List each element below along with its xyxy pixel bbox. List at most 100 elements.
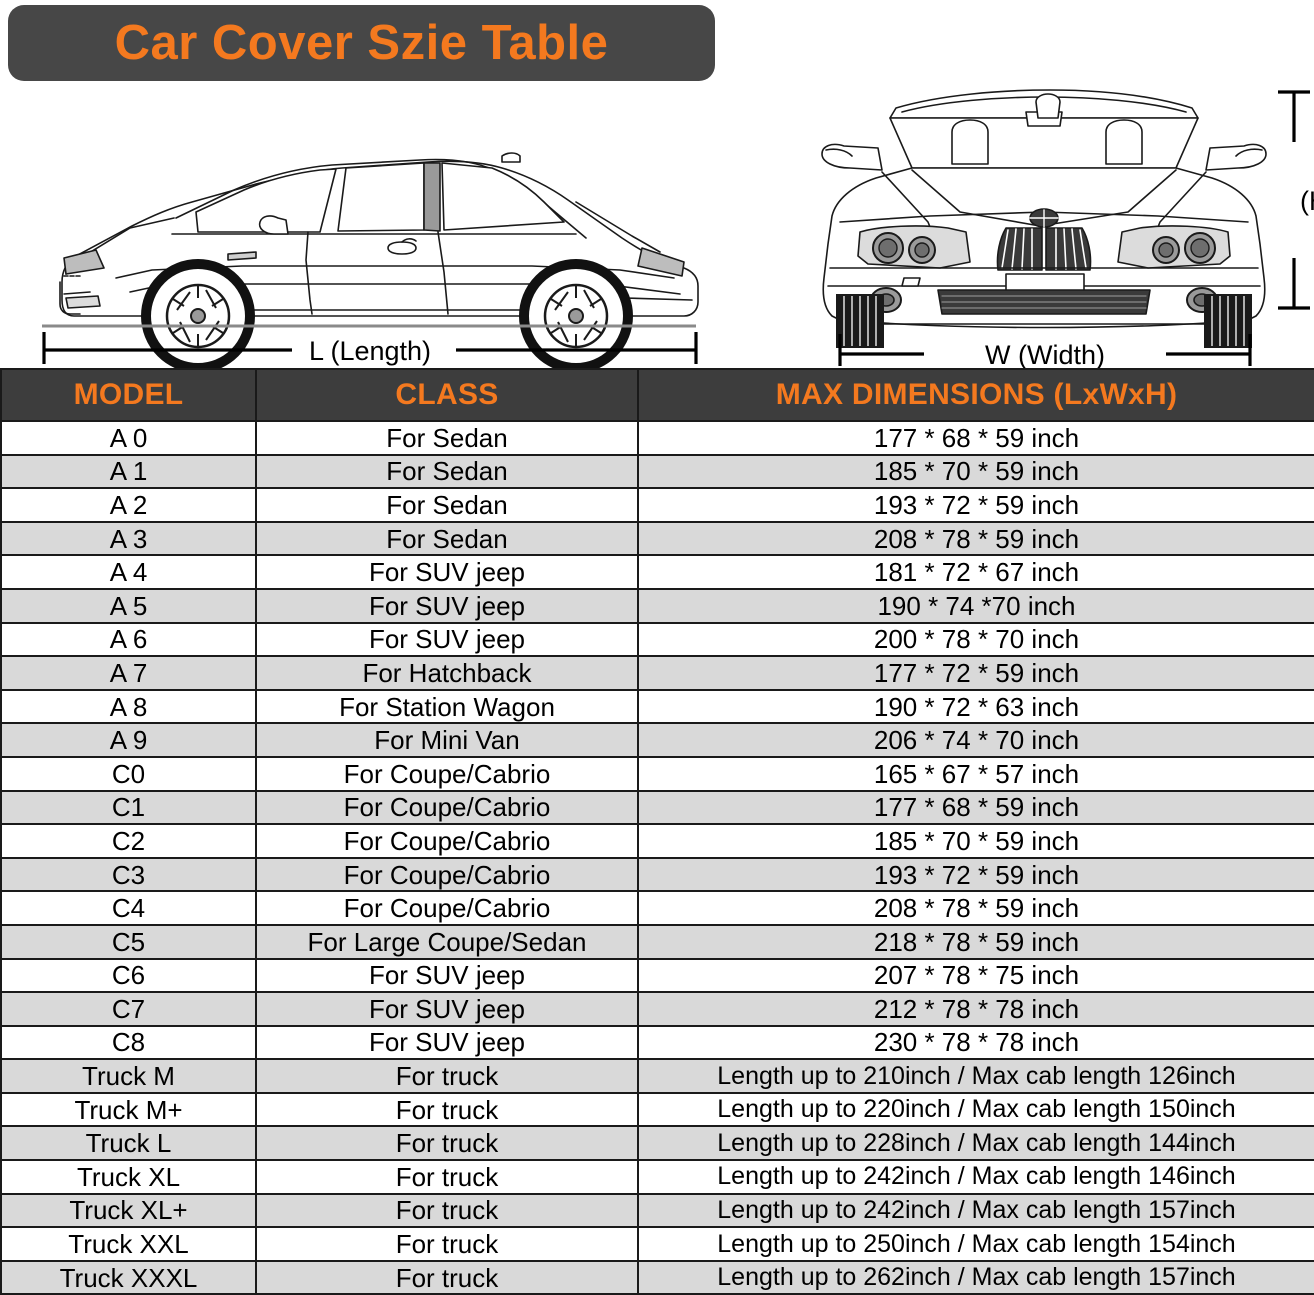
cell-dimensions: Length up to 242inch / Max cab length 14…: [637, 1159, 1314, 1195]
cell-class: For Sedan: [255, 420, 639, 456]
cell-class: For SUV jeep: [255, 554, 639, 590]
table-row: A 4 For SUV jeep 181 * 72 * 67 inch: [0, 554, 1314, 590]
cell-class: For Station Wagon: [255, 688, 639, 725]
cell-model: A 1: [0, 453, 257, 490]
car-side-view: L (Length): [20, 86, 720, 368]
cell-model: Truck M+: [0, 1091, 257, 1128]
cell-class: For Coupe/Cabrio: [255, 755, 639, 792]
length-label: L (Length): [309, 336, 431, 366]
cell-model: A 3: [0, 520, 257, 557]
cell-dimensions: 185 * 70 * 59 inch: [637, 823, 1314, 859]
table-row: Truck XXXL For truck Length up to 262inch …: [0, 1259, 1314, 1295]
cell-dimensions: 218 * 78 * 59 inch: [637, 923, 1314, 960]
table-row: A 5 For SUV jeep 190 * 74 *70 inch: [0, 587, 1314, 624]
table-row: C8 For SUV jeep 230 * 78 * 78 inch: [0, 1024, 1314, 1061]
column-header-dimensions: MAX DIMENSIONS (LxWxH): [637, 368, 1314, 422]
cell-model: C4: [0, 890, 257, 926]
table-row: C5 For Large Coupe/Sedan 218 * 78 * 59 inc…: [0, 923, 1314, 960]
cell-dimensions: 177 * 72 * 59 inch: [637, 655, 1314, 691]
cell-dimensions: Length up to 220inch / Max cab length 15…: [637, 1091, 1314, 1128]
car-front-view: W (Width) (Heigth): [820, 82, 1314, 368]
cell-model: Truck XXXL: [0, 1259, 257, 1295]
cell-dimensions: 207 * 78 * 75 inch: [637, 957, 1314, 994]
cell-dimensions: 177 * 68 * 59 inch: [637, 420, 1314, 456]
cell-model: A 9: [0, 722, 257, 758]
cell-model: Truck M: [0, 1058, 257, 1094]
title-banner: Car Cover Szie Table: [8, 5, 715, 81]
cell-dimensions: 165 * 67 * 57 inch: [637, 755, 1314, 792]
car-cover-size-table: MODEL CLASS MAX DIMENSIONS (LxWxH) A 0 Fo…: [0, 368, 1314, 1295]
column-header-model: MODEL: [0, 368, 257, 422]
cell-model: Truck XL: [0, 1159, 257, 1195]
cell-model: C7: [0, 991, 257, 1027]
table-row: A 3 For Sedan 208 * 78 * 59 inch: [0, 520, 1314, 557]
page-title: Car Cover Szie Table: [114, 15, 609, 70]
cell-dimensions: 193 * 72 * 59 inch: [637, 487, 1314, 523]
cell-model: C5: [0, 923, 257, 960]
cell-class: For Sedan: [255, 453, 639, 490]
cell-dimensions: 208 * 78 * 59 inch: [637, 520, 1314, 557]
cell-class: For truck: [255, 1159, 639, 1195]
cell-model: A 6: [0, 621, 257, 658]
cell-model: C2: [0, 823, 257, 859]
table-header-row: MODEL CLASS MAX DIMENSIONS (LxWxH): [0, 368, 1314, 422]
table-row: A 7 For Hatchback 177 * 72 * 59 inch: [0, 655, 1314, 691]
table-row: A 1 For Sedan 185 * 70 * 59 inch: [0, 453, 1314, 490]
cell-class: For Sedan: [255, 487, 639, 523]
cell-class: For truck: [255, 1058, 639, 1094]
cell-class: For Coupe/Cabrio: [255, 890, 639, 926]
table-row: Truck L For truck Length up to 228inch / M…: [0, 1125, 1314, 1162]
height-dimension-line: [1278, 90, 1310, 310]
cell-model: A 5: [0, 587, 257, 624]
cell-model: C3: [0, 856, 257, 893]
cell-model: A 4: [0, 554, 257, 590]
table-row: Truck XL For truck Length up to 242inch / …: [0, 1159, 1314, 1195]
cell-class: For truck: [255, 1091, 639, 1128]
cell-class: For Coupe/Cabrio: [255, 856, 639, 893]
width-dimension-line: [838, 334, 1252, 366]
table-row: C3 For Coupe/Cabrio 193 * 72 * 59 inch: [0, 856, 1314, 893]
cell-class: For Hatchback: [255, 655, 639, 691]
cell-model: Truck L: [0, 1125, 257, 1162]
cell-dimensions: 185 * 70 * 59 inch: [637, 453, 1314, 490]
cell-dimensions: 208 * 78 * 59 inch: [637, 890, 1314, 926]
cell-dimensions: 190 * 74 *70 inch: [637, 587, 1314, 624]
table-row: A 0 For Sedan 177 * 68 * 59 inch: [0, 420, 1314, 456]
cell-class: For truck: [255, 1125, 639, 1162]
table-body: A 0 For Sedan 177 * 68 * 59 inch A 1 For Sed…: [0, 420, 1314, 1295]
cell-dimensions: Length up to 228inch / Max cab length 14…: [637, 1125, 1314, 1162]
cell-dimensions: 200 * 78 * 70 inch: [637, 621, 1314, 658]
length-dimension-line: [42, 332, 698, 364]
cell-class: For truck: [255, 1192, 639, 1229]
cell-class: For SUV jeep: [255, 621, 639, 658]
cell-dimensions: 206 * 74 * 70 inch: [637, 722, 1314, 758]
table-row: Truck XL+ For truck Length up to 242inch /…: [0, 1192, 1314, 1229]
cell-model: C1: [0, 789, 257, 826]
table-row: C1 For Coupe/Cabrio 177 * 68 * 59 inch: [0, 789, 1314, 826]
cell-model: C8: [0, 1024, 257, 1061]
cell-dimensions: Length up to 250inch / Max cab length 15…: [637, 1226, 1314, 1262]
cell-class: For Coupe/Cabrio: [255, 823, 639, 859]
cell-class: For Sedan: [255, 520, 639, 557]
table-row: C2 For Coupe/Cabrio 185 * 70 * 59 inch: [0, 823, 1314, 859]
cell-class: For SUV jeep: [255, 957, 639, 994]
cell-class: For truck: [255, 1259, 639, 1295]
table-row: C7 For SUV jeep 212 * 78 * 78 inch: [0, 991, 1314, 1027]
cell-dimensions: Length up to 262inch / Max cab length 15…: [637, 1259, 1314, 1295]
table-row: Truck M For truck Length up to 210inch / M…: [0, 1058, 1314, 1094]
table-row: C6 For SUV jeep 207 * 78 * 75 inch: [0, 957, 1314, 994]
cell-model: A 2: [0, 487, 257, 523]
illustration-area: L (Length): [0, 82, 1314, 368]
cell-model: Truck XL+: [0, 1192, 257, 1229]
cell-dimensions: 230 * 78 * 78 inch: [637, 1024, 1314, 1061]
cell-dimensions: Length up to 210inch / Max cab length 12…: [637, 1058, 1314, 1094]
table-row: C4 For Coupe/Cabrio 208 * 78 * 59 inch: [0, 890, 1314, 926]
cell-dimensions: 193 * 72 * 59 inch: [637, 856, 1314, 893]
cell-model: C0: [0, 755, 257, 792]
table-row: A 2 For Sedan 193 * 72 * 59 inch: [0, 487, 1314, 523]
height-label: (Heigth): [1300, 186, 1314, 216]
cell-class: For SUV jeep: [255, 1024, 639, 1061]
cell-model: Truck XXL: [0, 1226, 257, 1262]
cell-model: A 7: [0, 655, 257, 691]
cell-model: C6: [0, 957, 257, 994]
